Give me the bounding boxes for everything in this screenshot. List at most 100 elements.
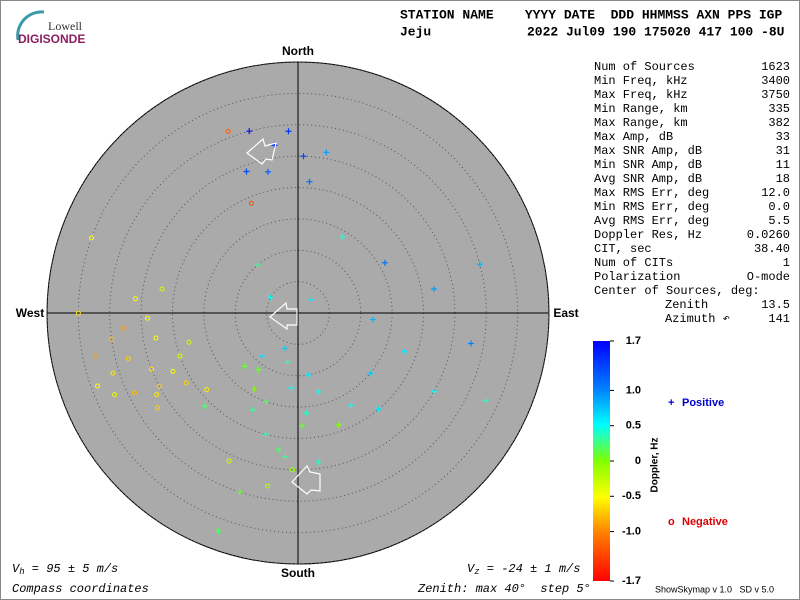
source-negative [131, 390, 137, 396]
logo: Lowell DIGISONDE [16, 10, 85, 46]
stat-value: 3750 [761, 88, 790, 102]
stat-value: 1 [783, 256, 790, 270]
source-negative [75, 310, 81, 316]
source-positive [282, 453, 289, 460]
stat-label: Polarization [594, 270, 680, 284]
vz: Vz = -24 ± 1 m/s [467, 562, 580, 577]
center-value: 13.5 [761, 298, 790, 312]
stat-value: 382 [768, 116, 790, 130]
source-positive [251, 386, 258, 393]
source-positive [338, 233, 345, 240]
stat-value: 0.0 [768, 200, 790, 214]
vz-text: = -24 ± 1 m/s [480, 562, 581, 576]
coords: Compass coordinates [12, 582, 149, 596]
source-positive [401, 348, 408, 355]
logo-line2: DIGISONDE [18, 32, 85, 46]
source-negative [120, 325, 126, 331]
source-positive [246, 128, 253, 135]
vz-symbol: V [467, 562, 476, 576]
arrow [269, 301, 298, 331]
logo-arc [16, 10, 45, 41]
center-label: Azimuth ↶ [665, 312, 730, 326]
source-negative [153, 335, 159, 341]
source-positive [367, 370, 374, 377]
source-positive [430, 286, 437, 293]
stat-value: 1623 [761, 60, 790, 74]
vh-sub: h [19, 567, 24, 577]
source-negative [109, 336, 115, 342]
south: South [281, 566, 315, 580]
legend-label: Negative [682, 516, 728, 528]
source-negative [92, 353, 98, 359]
header-values: 2022 Jul09 190 175020 417 100 -8U [527, 24, 784, 39]
source-positive [482, 397, 489, 404]
source-positive [348, 402, 355, 409]
colorbar-tick-label: 1.7 [626, 335, 641, 347]
north: North [282, 44, 314, 58]
source-positive [303, 410, 310, 417]
arrow [246, 137, 277, 165]
stat-label: Min RMS Err, deg [594, 200, 709, 214]
source-positive [243, 168, 250, 175]
version: ShowSkymap v 1.0 SD v 5.0 [655, 584, 774, 594]
source-negative [125, 355, 131, 361]
stat-value: O-mode [747, 270, 790, 284]
source-positive [258, 353, 265, 360]
source-positive [323, 149, 330, 156]
source-positive [255, 366, 262, 373]
stat-value: 3400 [761, 74, 790, 88]
west: West [16, 306, 44, 320]
center-value: 141 [768, 312, 790, 326]
source-negative [155, 405, 161, 411]
source-negative [154, 392, 160, 398]
source-positive [201, 403, 208, 410]
source-negative [204, 387, 210, 393]
source-positive [262, 431, 269, 438]
source-negative [112, 392, 118, 398]
stat-label: Max Freq, kHz [594, 88, 688, 102]
zenith-info: Zenith: max 40° step 5° [417, 582, 591, 596]
source-negative [248, 200, 254, 206]
stat-label: Max SNR Amp, dB [594, 144, 702, 158]
source-negative [110, 370, 116, 376]
vh: Vh = 95 ± 5 m/s [12, 562, 118, 577]
source-positive [316, 388, 323, 395]
stat-label: Doppler Res, Hz [594, 228, 702, 242]
arrow [291, 464, 321, 495]
source-positive [264, 168, 271, 175]
source-positive [335, 422, 342, 429]
source-positive [285, 128, 292, 135]
source-positive [300, 153, 307, 160]
source-positive [381, 259, 388, 266]
stat-label: Min Freq, kHz [594, 74, 688, 88]
stat-value: 31 [776, 144, 790, 158]
source-negative [95, 383, 101, 389]
source-negative [264, 483, 270, 489]
stat-label: Num of Sources [594, 60, 695, 74]
source-positive [282, 345, 289, 352]
source-negative [226, 458, 232, 464]
source-negative [170, 368, 176, 374]
colorbar-tick-label: 0 [635, 455, 641, 467]
source-positive [262, 398, 269, 405]
source-positive [375, 406, 382, 413]
vh-text: = 95 ± 5 m/s [25, 562, 119, 576]
source-negative [144, 315, 150, 321]
source-positive [236, 489, 243, 496]
source-negative [159, 286, 165, 292]
colorbar-tick-label: 0.5 [626, 420, 641, 432]
source-positive [430, 388, 437, 395]
legend-marker: o [668, 516, 675, 528]
stat-value: 335 [768, 102, 790, 116]
stat-value: 12.0 [761, 186, 790, 200]
source-negative [183, 380, 189, 386]
source-negative [149, 366, 155, 372]
source-negative [225, 128, 231, 134]
velocity-arrows [246, 137, 321, 495]
logo-line1: Lowell [48, 19, 83, 33]
stat-label: CIT, sec [594, 242, 652, 256]
center-label: Zenith [665, 298, 708, 312]
colorbar-tick-label: 1.0 [626, 384, 641, 396]
stat-label: Center of Sources, deg: [594, 284, 760, 298]
stat-value: 5.5 [768, 214, 790, 228]
